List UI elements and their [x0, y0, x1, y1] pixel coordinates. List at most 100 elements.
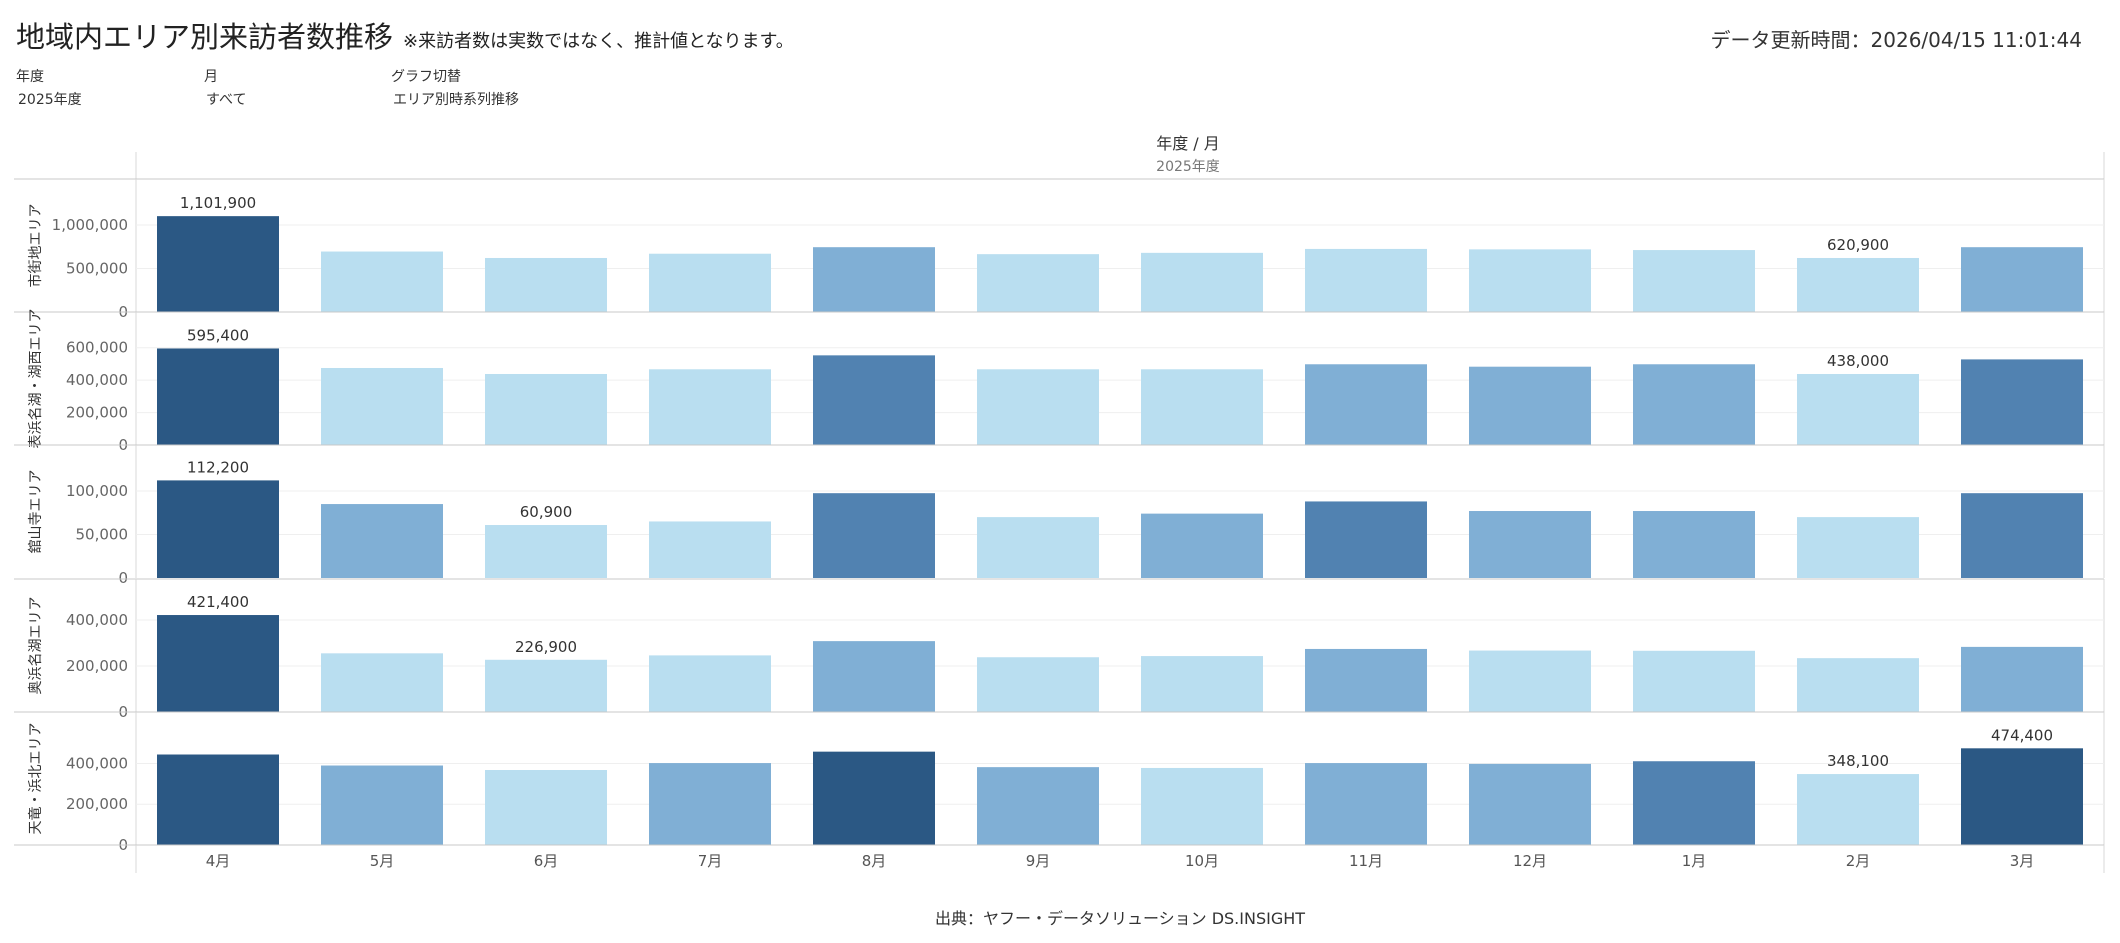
bar [813, 493, 935, 578]
bar [1469, 366, 1591, 445]
filter-graph-label: グラフ切替 [391, 69, 461, 85]
bar [1961, 359, 2083, 445]
y-tick-label: 0 [118, 569, 128, 587]
bar [1961, 646, 2083, 712]
bar [321, 653, 443, 712]
y-tick-label: 400,000 [66, 371, 128, 389]
bar [321, 367, 443, 445]
update-time: データ更新時間：2026/04/15 11:01:44 [1711, 24, 2082, 53]
y-tick-label: 400,000 [66, 754, 128, 772]
y-tick-label: 600,000 [66, 339, 128, 357]
bar [1141, 767, 1263, 845]
data-label: 60,900 [520, 503, 573, 521]
bar [977, 657, 1099, 712]
data-label: 438,000 [1827, 352, 1889, 370]
bar [1141, 252, 1263, 312]
data-label: 595,400 [187, 326, 249, 344]
bar [321, 504, 443, 578]
bar [1633, 364, 1755, 445]
bar [321, 765, 443, 845]
column-header-year: 2025年度 [1156, 159, 1220, 175]
bar [1797, 774, 1919, 845]
x-tick-label: 11月 [1349, 852, 1383, 870]
filter-graph-select[interactable]: エリア別時系列推移 [393, 92, 519, 108]
filter-month-label: 月 [204, 69, 218, 85]
bar [649, 369, 771, 445]
bar [977, 369, 1099, 445]
bar [813, 355, 935, 445]
x-tick-label: 12月 [1513, 852, 1547, 870]
page-title: 地域内エリア別来訪者数推移 ※来訪者数は実数ではなく、推計値となります。 [16, 14, 794, 56]
bar [1633, 250, 1755, 312]
bar [157, 480, 279, 578]
y-tick-label: 200,000 [66, 657, 128, 675]
bar [485, 525, 607, 578]
bar [485, 769, 607, 845]
bar [1633, 511, 1755, 578]
bar [649, 655, 771, 712]
bar [813, 641, 935, 712]
y-tick-label: 1,000,000 [52, 216, 128, 234]
bar [1469, 511, 1591, 578]
filter-year-select[interactable]: 2025年度 [18, 92, 82, 108]
bar [157, 348, 279, 445]
bar [1797, 658, 1919, 712]
bar [1797, 257, 1919, 312]
row-label: 市街地エリア [27, 204, 44, 288]
row-label: 表浜名湖・湖西エリア [28, 309, 44, 449]
source-note: 出典：ヤフー・データソリューション DS.INSIGHT [934, 909, 1306, 928]
bar [1141, 656, 1263, 712]
bar [485, 659, 607, 712]
x-tick-label: 3月 [2010, 852, 2035, 870]
x-tick-label: 4月 [206, 852, 231, 870]
bar [813, 751, 935, 845]
bar [1633, 650, 1755, 712]
bar [1305, 364, 1427, 445]
bar [157, 216, 279, 312]
x-tick-label: 2月 [1846, 852, 1871, 870]
bar [485, 257, 607, 312]
bar [1633, 761, 1755, 845]
y-tick-label: 50,000 [76, 526, 129, 544]
bar [1305, 248, 1427, 312]
bar [977, 254, 1099, 312]
x-tick-label: 1月 [1682, 852, 1707, 870]
update-time-label: データ更新時間： [1710, 28, 1871, 52]
bar [1305, 763, 1427, 845]
row-label: 天竜・浜北エリア [27, 723, 44, 835]
bar [1305, 648, 1427, 712]
y-tick-label: 100,000 [66, 482, 128, 500]
filter-year-label: 年度 [16, 69, 44, 85]
data-label: 620,900 [1827, 236, 1889, 254]
filter-month-select[interactable]: すべて [206, 92, 247, 108]
bar [157, 615, 279, 712]
bar [1961, 748, 2083, 845]
data-label: 226,900 [515, 638, 577, 656]
y-tick-label: 200,000 [66, 404, 128, 422]
data-label: 474,400 [1991, 726, 2053, 744]
bar [977, 767, 1099, 845]
bar [649, 763, 771, 845]
bar [485, 373, 607, 445]
bar [1141, 369, 1263, 445]
bar [977, 517, 1099, 578]
column-header-title: 年度 / 月 [1156, 134, 1220, 153]
data-label: 421,400 [187, 593, 249, 611]
bar [1961, 493, 2083, 578]
x-tick-label: 5月 [370, 852, 395, 870]
bar [1141, 513, 1263, 578]
bar [1961, 247, 2083, 312]
bar [649, 521, 771, 578]
bar [157, 754, 279, 845]
update-time-value: 2026/04/15 11:01:44 [1870, 28, 2082, 52]
x-tick-label: 10月 [1185, 852, 1219, 870]
bar [1469, 650, 1591, 712]
x-tick-label: 7月 [698, 852, 723, 870]
y-tick-label: 500,000 [66, 260, 128, 278]
row-label: 奥浜名湖エリア [27, 597, 44, 695]
data-label: 1,101,900 [180, 194, 256, 212]
data-label: 112,200 [187, 458, 249, 476]
y-tick-label: 400,000 [66, 611, 128, 629]
row-label: 舘山寺エリア [27, 470, 44, 554]
